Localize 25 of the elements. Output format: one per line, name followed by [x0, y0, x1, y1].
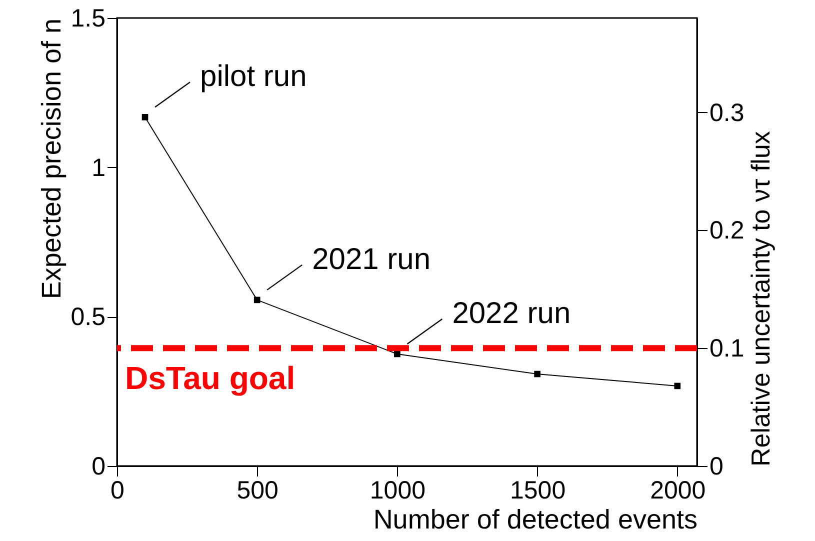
point — [254, 296, 260, 304]
point — [394, 350, 400, 358]
x-tick-label: 500 — [236, 476, 278, 504]
y-tick-label: 1 — [92, 154, 106, 182]
y-tick-label: 0 — [92, 452, 106, 480]
y2-tick-label: 0.2 — [710, 216, 744, 245]
x-tick-label: 1000 — [370, 476, 426, 504]
point — [142, 114, 148, 120]
point — [674, 382, 681, 390]
x-tick-label: 0 — [110, 476, 124, 504]
x-tick-label: 1500 — [510, 476, 566, 504]
annotation: pilot run — [200, 60, 307, 94]
ref-line-label: DsTau goal — [125, 360, 296, 396]
point — [534, 370, 540, 378]
annotation: 2021 run — [312, 242, 431, 276]
x-tick-label: 2000 — [650, 476, 706, 504]
y-tick-label: 0.5 — [70, 303, 106, 332]
x-axis-title: Number of detected events — [373, 504, 698, 534]
y2-tick-label: 0 — [710, 452, 724, 480]
y-axis-title: Expected precision of n — [36, 18, 67, 300]
y2-tick-label: 0.1 — [710, 334, 744, 363]
y2-tick-label: 0.3 — [710, 98, 744, 127]
y2-axis-title: Relative uncertainty to ντ flux — [745, 131, 776, 466]
annotation: 2022 run — [452, 297, 571, 330]
y-tick-label: 1.5 — [70, 4, 106, 32]
